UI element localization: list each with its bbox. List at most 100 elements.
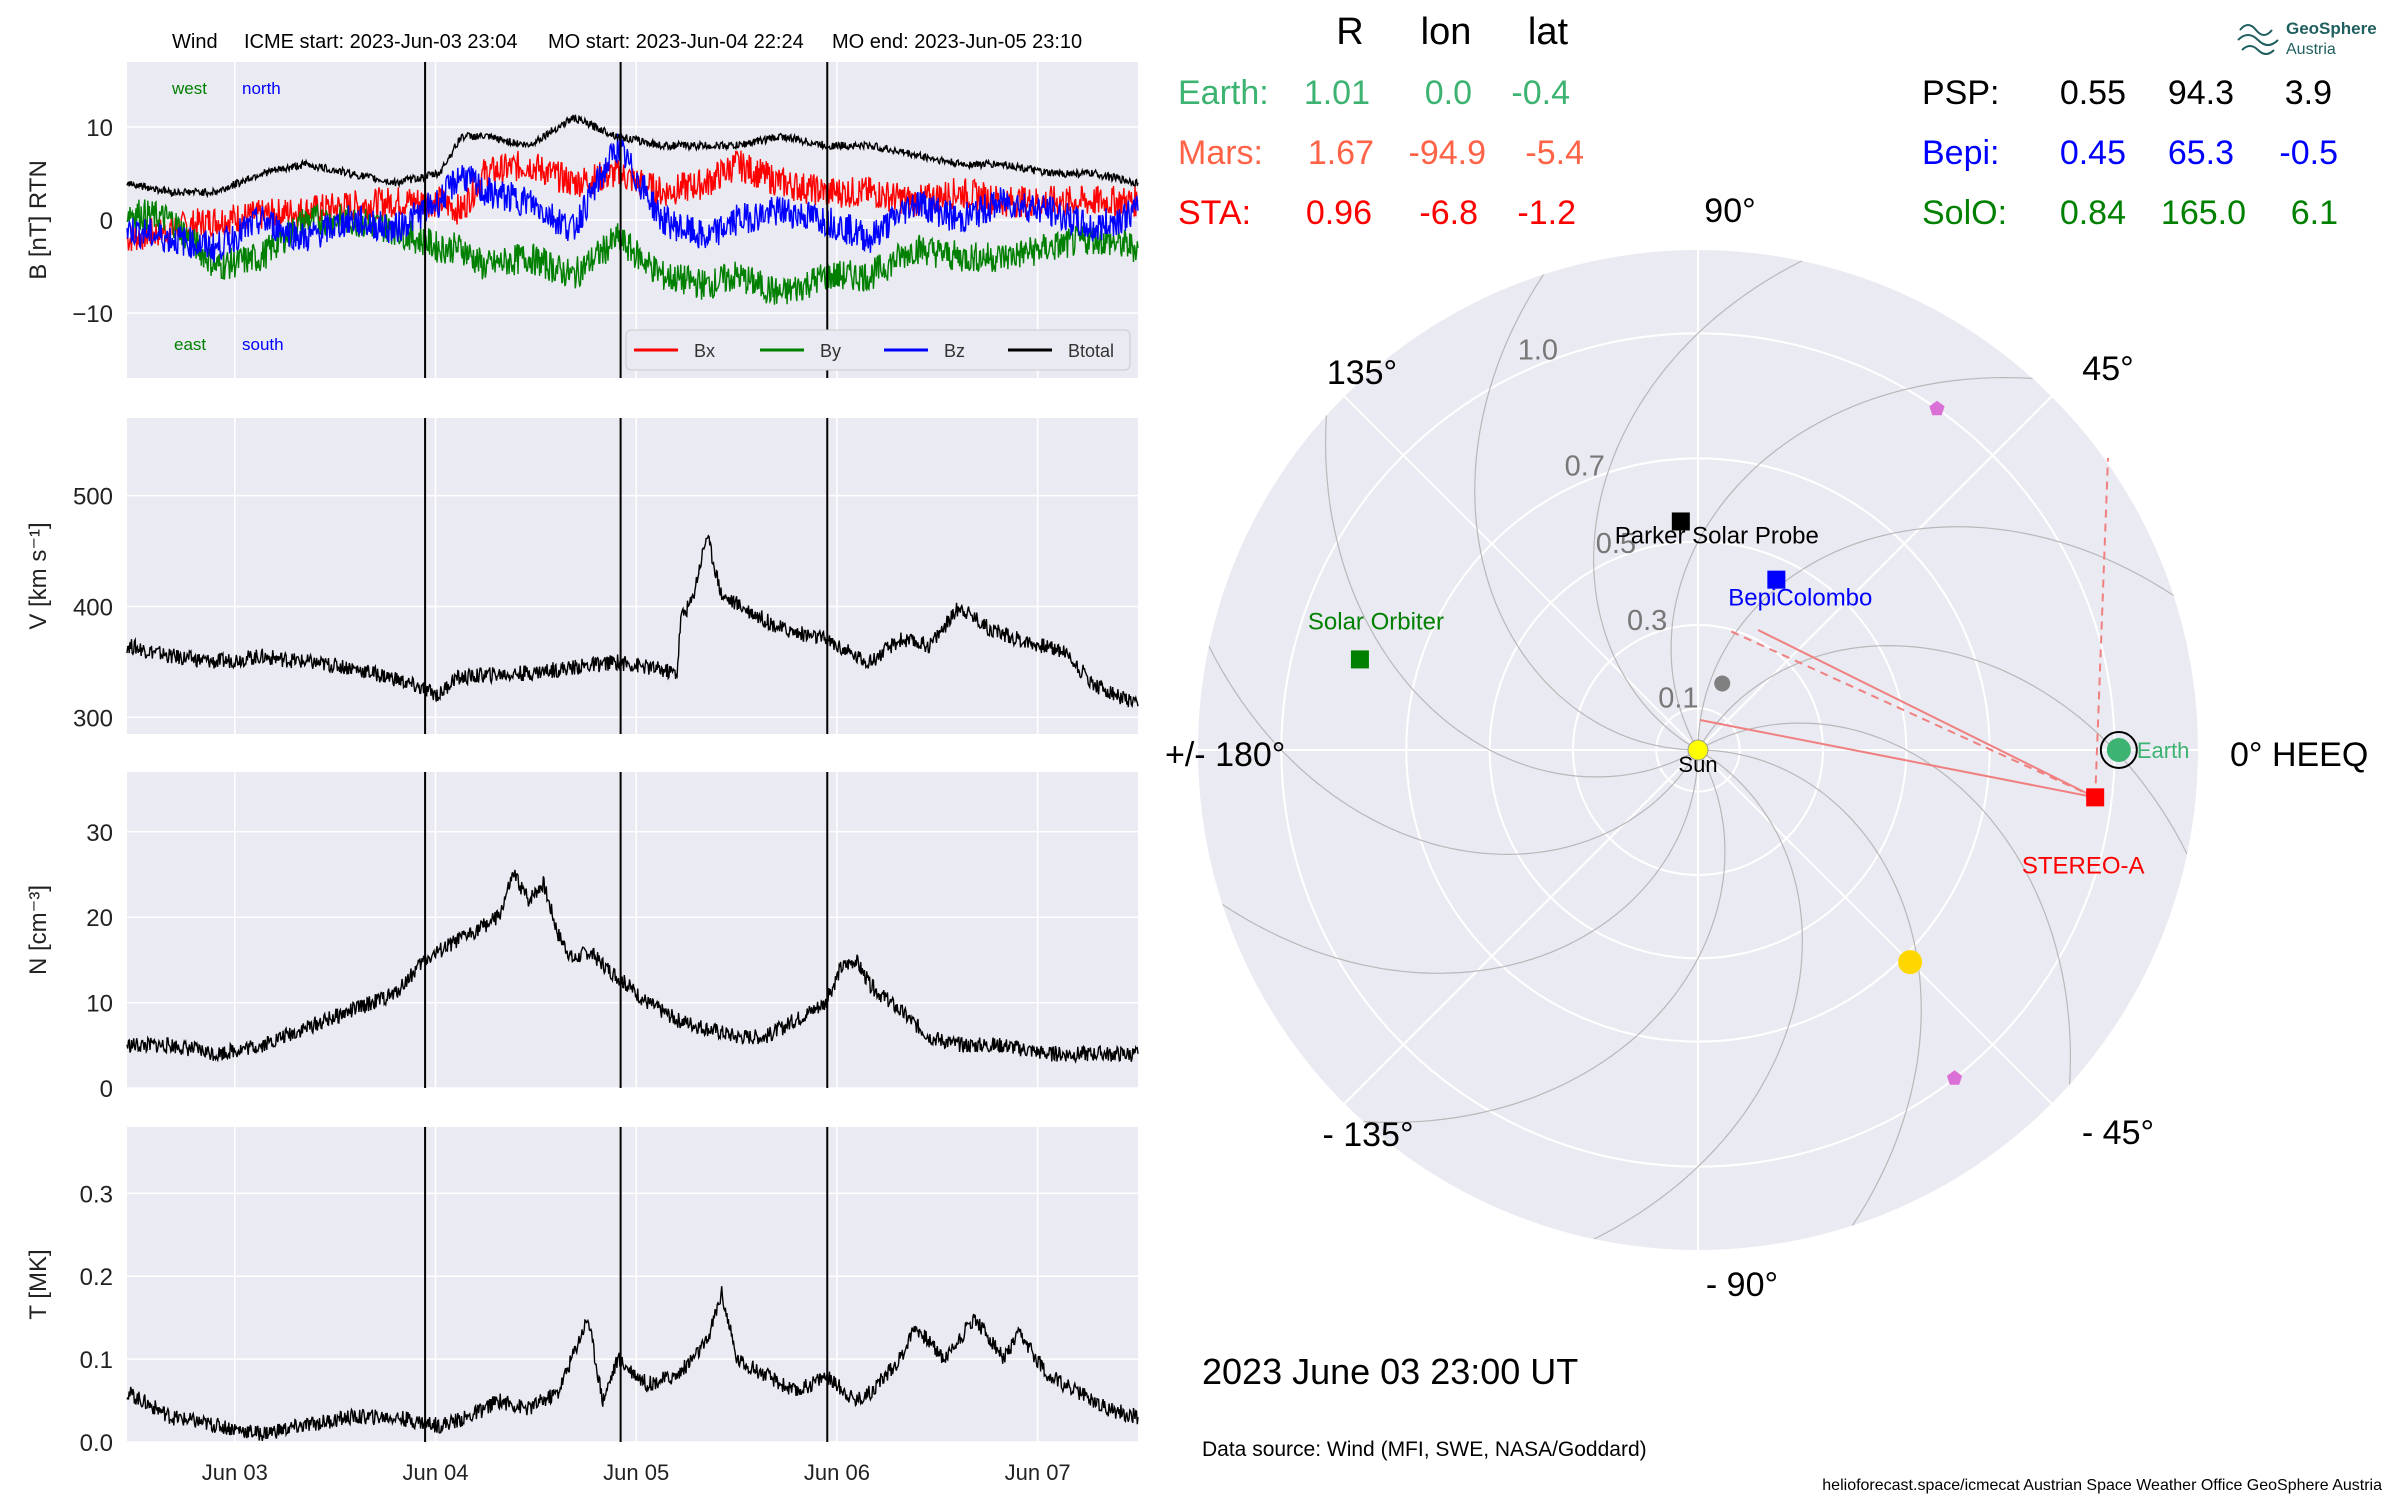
b-legend: Bx By Bz Btotal bbox=[625, 329, 1131, 371]
parker-spiral-line bbox=[1543, 749, 1804, 1250]
row-solo-lat: 6.1 bbox=[2291, 194, 2338, 232]
polar-object-label: Earth bbox=[2137, 738, 2190, 763]
circle-marker bbox=[1714, 675, 1731, 692]
parker-spiral-line bbox=[1474, 250, 1699, 751]
row-psp-r: 0.55 bbox=[2060, 74, 2126, 112]
row-bepi: Bepi: 0.45 65.3 -0.5 bbox=[1922, 134, 2338, 172]
polar-object-parker-solar-probe: Parker Solar Probe bbox=[1615, 512, 1819, 549]
polar-object-bepicolombo: BepiColombo bbox=[1728, 570, 1872, 612]
row-earth-r: 1.01 bbox=[1304, 74, 1370, 112]
polar-radius-label: 0.7 bbox=[1565, 451, 1605, 483]
y-tick-label: 500 bbox=[73, 484, 113, 511]
row-mars-lat: -5.4 bbox=[1525, 134, 1584, 172]
y-tick-label: 300 bbox=[73, 705, 113, 732]
polar-object-label: Parker Solar Probe bbox=[1615, 522, 1819, 549]
polar-angle-label: 45° bbox=[2082, 350, 2133, 388]
y-axis-label: N [cm⁻³] bbox=[25, 885, 52, 975]
polar-object-sun: Sun bbox=[1678, 739, 1718, 777]
polar-angle-label: +/- 180° bbox=[1165, 736, 1285, 774]
y-axis-label: T [MK] bbox=[25, 1249, 52, 1319]
polar-object-planet_violet bbox=[1929, 400, 1945, 416]
row-solo-name: SolO: bbox=[1922, 194, 2007, 232]
parker-spiral-line bbox=[1198, 749, 1699, 974]
y-tick-label: 0 bbox=[100, 208, 113, 235]
row-solo-lon: 165.0 bbox=[2161, 194, 2246, 232]
east-label: east bbox=[174, 335, 206, 354]
row-psp-lon: 94.3 bbox=[2168, 74, 2234, 112]
position-table-right: PSP: 0.55 94.3 3.9 Bepi: 0.45 65.3 -0.5 … bbox=[1922, 74, 2338, 232]
y-tick-label: −10 bbox=[72, 301, 113, 328]
parker-spiral-line bbox=[1592, 250, 1853, 751]
polar-object-planet_violet bbox=[1946, 1070, 1963, 1085]
fov-dashed-line bbox=[1727, 629, 2096, 799]
panel-temperature: 0.3 0.2 0.1 0.0 T [MK] Jun 03 Jun 04 Jun 05 Jun … bbox=[25, 1127, 1139, 1485]
parker-spiral-line bbox=[1697, 644, 2198, 905]
field-direction-labels: west north east south bbox=[171, 79, 284, 354]
polar-angle-label: - 90° bbox=[1706, 1266, 1778, 1304]
polar-object-label: STEREO-A bbox=[2022, 852, 2145, 879]
polar-object-label: Sun bbox=[1678, 752, 1717, 777]
row-mars: Mars: 1.67 -94.9 -5.4 bbox=[1178, 134, 1584, 172]
legend-btotal: Btotal bbox=[1068, 341, 1114, 361]
pentagon-marker bbox=[1929, 400, 1945, 416]
panel-magnetic-field: 10 0 −10 B [nT] RTN bbox=[25, 62, 1139, 378]
polar-object-mercury bbox=[1714, 675, 1731, 692]
timestamp: 2023 June 03 23:00 UT bbox=[1202, 1351, 1578, 1392]
series-line-speed bbox=[126, 534, 1139, 709]
circle-marker bbox=[2106, 738, 2131, 762]
panel-speed: 500 400 300 V [km s⁻¹] bbox=[25, 418, 1139, 734]
fov-dashed-line bbox=[2094, 457, 2109, 798]
logo-line2: Austria bbox=[2286, 41, 2336, 58]
row-bepi-name: Bepi: bbox=[1922, 134, 2000, 172]
col-lon: lon bbox=[1421, 11, 1472, 53]
south-label: south bbox=[242, 335, 284, 354]
polar-angle-label: 135° bbox=[1327, 354, 1397, 392]
polar-object-stereo-a: STEREO-A bbox=[2022, 788, 2145, 879]
polar-radius-label: 0.1 bbox=[1658, 682, 1698, 714]
series-line-bz bbox=[126, 133, 1139, 263]
stereo-a-fov bbox=[1699, 457, 2109, 799]
series-line-bx bbox=[126, 150, 1139, 252]
row-psp-lat: 3.9 bbox=[2285, 74, 2332, 112]
square-marker bbox=[2086, 788, 2105, 807]
y-tick-label: 0 bbox=[100, 1076, 113, 1103]
y-tick-label: 0.3 bbox=[80, 1181, 113, 1208]
series-line-density bbox=[126, 869, 1139, 1064]
legend-by: By bbox=[820, 341, 841, 361]
x-tick-label: Jun 05 bbox=[603, 1460, 669, 1485]
polar-angle-label: - 135° bbox=[1322, 1116, 1413, 1154]
square-marker bbox=[1671, 512, 1690, 531]
row-earth-lat: -0.4 bbox=[1511, 74, 1570, 112]
x-tick-label: Jun 07 bbox=[1005, 1460, 1071, 1485]
polar-radius-label: 1.0 bbox=[1518, 335, 1558, 367]
time-series-panels: 10 0 −10 B [nT] RTN 500 400 300 V [km s⁻¹] 30 20 1… bbox=[25, 62, 1139, 1485]
logo-swirl-icon bbox=[2237, 24, 2279, 55]
polar-radius-label: 0.5 bbox=[1596, 528, 1636, 560]
mo-end-label: MO end: 2023-Jun-05 23:10 bbox=[832, 31, 1082, 53]
polar-angle-label: 0° HEEQ bbox=[2230, 736, 2368, 774]
icme-start-label: ICME start: 2023-Jun-03 23:04 bbox=[244, 31, 517, 53]
logo-line1: GeoSphere bbox=[2286, 19, 2377, 38]
y-tick-label: 10 bbox=[86, 991, 113, 1018]
parker-spiral-line bbox=[1670, 376, 2087, 751]
y-axis-label: B [nT] RTN bbox=[25, 160, 52, 280]
row-solo-r: 0.84 bbox=[2060, 194, 2126, 232]
series-line-temperature bbox=[126, 1286, 1139, 1442]
x-tick-label: Jun 06 bbox=[804, 1460, 870, 1485]
earth-ring bbox=[2099, 731, 2138, 769]
parker-spiral-line bbox=[1697, 526, 2198, 751]
polar-object-label: Solar Orbiter bbox=[1308, 608, 1444, 635]
legend-box bbox=[625, 329, 1131, 371]
col-lat: lat bbox=[1528, 11, 1569, 53]
polar-angle-label: - 45° bbox=[2082, 1114, 2154, 1152]
y-tick-label: 400 bbox=[73, 594, 113, 621]
pentagon-marker bbox=[1946, 1070, 1963, 1085]
row-earth-lon: 0.0 bbox=[1425, 74, 1472, 112]
row-mars-lon: -94.9 bbox=[1409, 134, 1487, 172]
parker-spiral-line bbox=[1309, 749, 1726, 1124]
circle-marker bbox=[1687, 739, 1709, 761]
y-tick-label: 0.1 bbox=[80, 1347, 113, 1374]
fov-line bbox=[1757, 629, 2096, 799]
polar-object-earth: Earth bbox=[2099, 731, 2190, 769]
